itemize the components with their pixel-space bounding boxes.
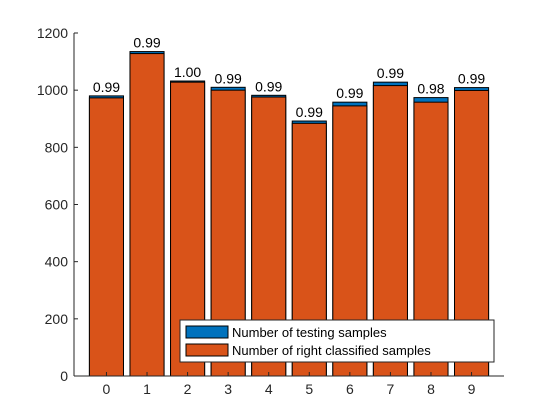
x-tick-label-5: 5 <box>305 381 313 397</box>
data-label-2: 1.00 <box>174 64 201 80</box>
legend: Number of testing samples Number of right… <box>179 319 495 363</box>
x-tick-label-3: 3 <box>224 381 232 397</box>
data-label-3: 0.99 <box>215 70 242 86</box>
x-tick-label-4: 4 <box>265 381 273 397</box>
x-tick-label-8: 8 <box>427 381 435 397</box>
x-tick-label-7: 7 <box>387 381 395 397</box>
data-label-4: 0.99 <box>255 78 282 94</box>
y-tick-label-200: 200 <box>45 311 69 327</box>
data-label-0: 0.99 <box>93 79 120 95</box>
legend-label-1: Number of right classified samples <box>232 343 431 358</box>
y-tick-label-1000: 1000 <box>37 82 68 98</box>
axes: 0 200 400 600 800 1000 1200 0 1 2 3 4 5 6 7 8 9 <box>37 25 504 397</box>
legend-swatch-0 <box>185 325 229 339</box>
x-tick-label-6: 6 <box>346 381 354 397</box>
data-label-7: 0.99 <box>377 65 404 81</box>
y-tick-label-600: 600 <box>45 197 69 213</box>
y-tick-label-1200: 1200 <box>37 25 68 41</box>
data-label-1: 0.99 <box>133 35 160 51</box>
bar-right-classified-1 <box>129 53 165 377</box>
y-tick-label-400: 400 <box>45 254 69 270</box>
data-label-9: 0.99 <box>458 71 485 87</box>
legend-box <box>179 319 495 363</box>
x-tick-label-9: 9 <box>468 381 476 397</box>
x-tick-label-0: 0 <box>103 381 111 397</box>
y-tick-label-800: 800 <box>45 139 69 155</box>
legend-label-0: Number of testing samples <box>232 325 387 340</box>
x-tick-label-1: 1 <box>143 381 151 397</box>
data-label-5: 0.99 <box>296 104 323 120</box>
legend-swatch-1 <box>185 343 229 357</box>
data-labels: 0.99 0.99 1.00 0.99 0.99 0.99 0.99 0.99 0.98 0.99 <box>93 35 486 120</box>
x-tick-label-2: 2 <box>184 381 192 397</box>
data-label-6: 0.99 <box>336 85 363 101</box>
y-tick-label-0: 0 <box>60 368 68 384</box>
bar-right-classified-0 <box>88 97 124 377</box>
data-label-8: 0.98 <box>417 81 444 97</box>
